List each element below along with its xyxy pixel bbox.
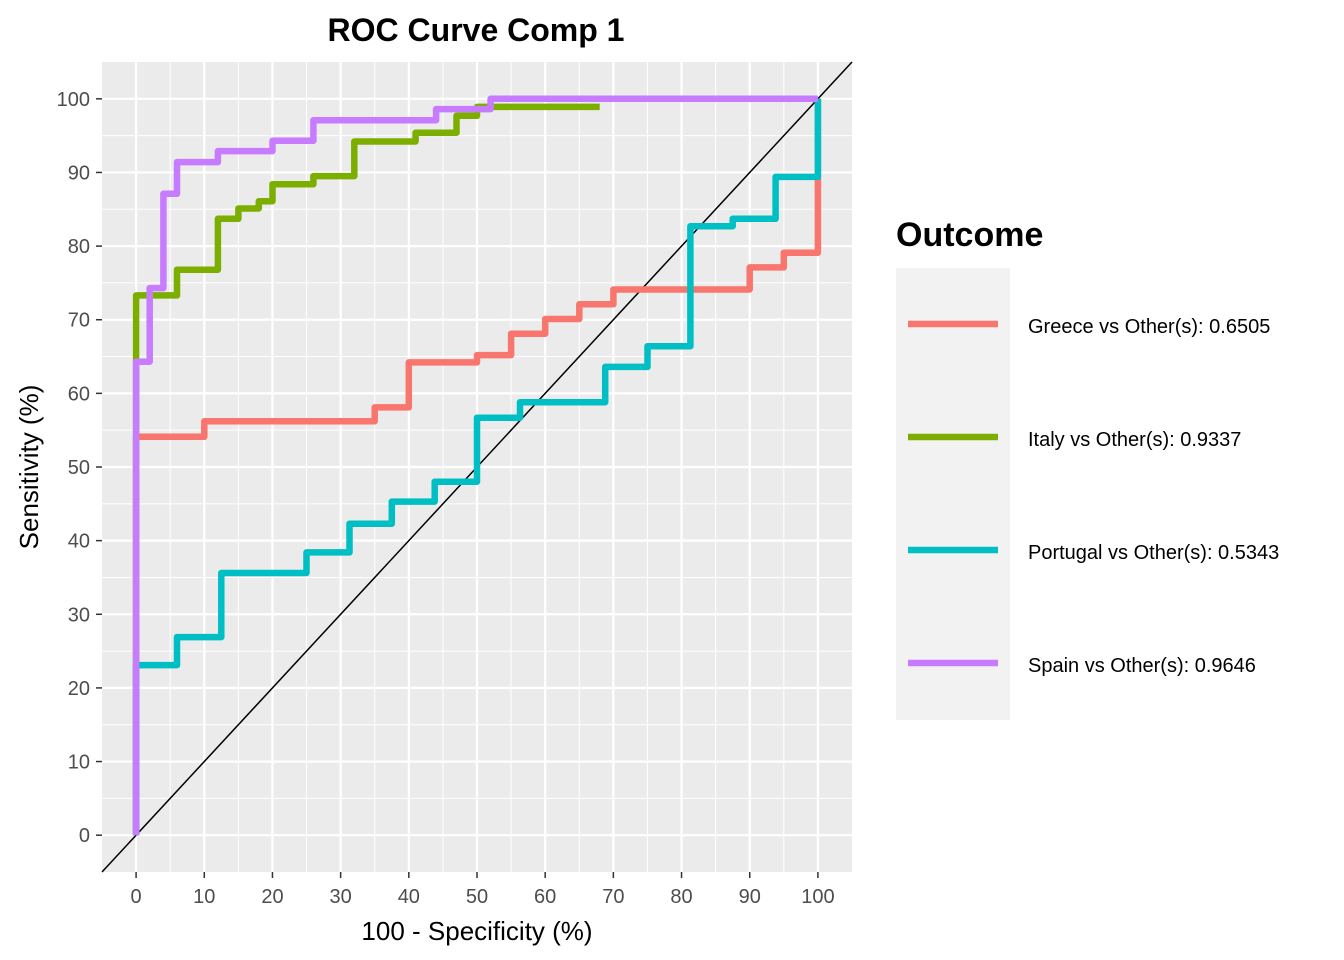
- y-tick-label: 40: [68, 531, 90, 553]
- y-tick-label: 70: [68, 310, 90, 332]
- x-tick-label: 20: [261, 886, 283, 908]
- series-layer: [132, 95, 822, 836]
- legend-label: Spain vs Other(s): 0.9646: [1028, 655, 1256, 677]
- y-axis-title: Sensitivity (%): [14, 385, 44, 550]
- x-tick-label: 60: [534, 886, 556, 908]
- legend-label: Portugal vs Other(s): 0.5343: [1028, 542, 1279, 564]
- legend: Greece vs Other(s): 0.6505 Italy vs Other…: [908, 316, 1279, 677]
- legend-label: Italy vs Other(s): 0.9337: [1028, 429, 1241, 451]
- x-tick-label: 30: [330, 886, 352, 908]
- y-tick-label: 30: [68, 604, 90, 626]
- y-tick-label: 100: [57, 89, 90, 111]
- x-tick-label: 80: [670, 886, 692, 908]
- legend-label: Greece vs Other(s): 0.6505: [1028, 316, 1270, 338]
- y-tick-label: 50: [68, 457, 90, 479]
- roc-curve-line: [132, 95, 818, 836]
- y-axis: 0 10 20 30 40 50 60 70 80 90 100: [57, 89, 102, 847]
- roc-curve-line: [132, 98, 822, 836]
- y-tick-label: 90: [68, 162, 90, 184]
- y-tick-label: 10: [68, 752, 90, 774]
- x-tick-label: 0: [131, 886, 142, 908]
- y-tick-label: 20: [68, 678, 90, 700]
- y-tick-label: 0: [79, 825, 90, 847]
- x-axis-title: 100 - Specificity (%): [361, 916, 592, 946]
- x-tick-label: 70: [602, 886, 624, 908]
- chart-title: ROC Curve Comp 1: [328, 12, 625, 48]
- x-tick-label: 50: [466, 886, 488, 908]
- x-tick-label: 100: [801, 886, 834, 908]
- y-tick-label: 60: [68, 383, 90, 405]
- legend-title: Outcome: [896, 216, 1043, 254]
- x-tick-label: 90: [739, 886, 761, 908]
- roc-curve-line: [132, 98, 822, 836]
- x-tick-label: 10: [193, 886, 215, 908]
- y-tick-label: 80: [68, 236, 90, 258]
- legend-keys-background: [896, 268, 1010, 720]
- roc-curve-line: [132, 103, 600, 836]
- x-axis: 0 10 20 30 40 50 60 70 80 90 100: [131, 872, 835, 908]
- x-tick-label: 40: [398, 886, 420, 908]
